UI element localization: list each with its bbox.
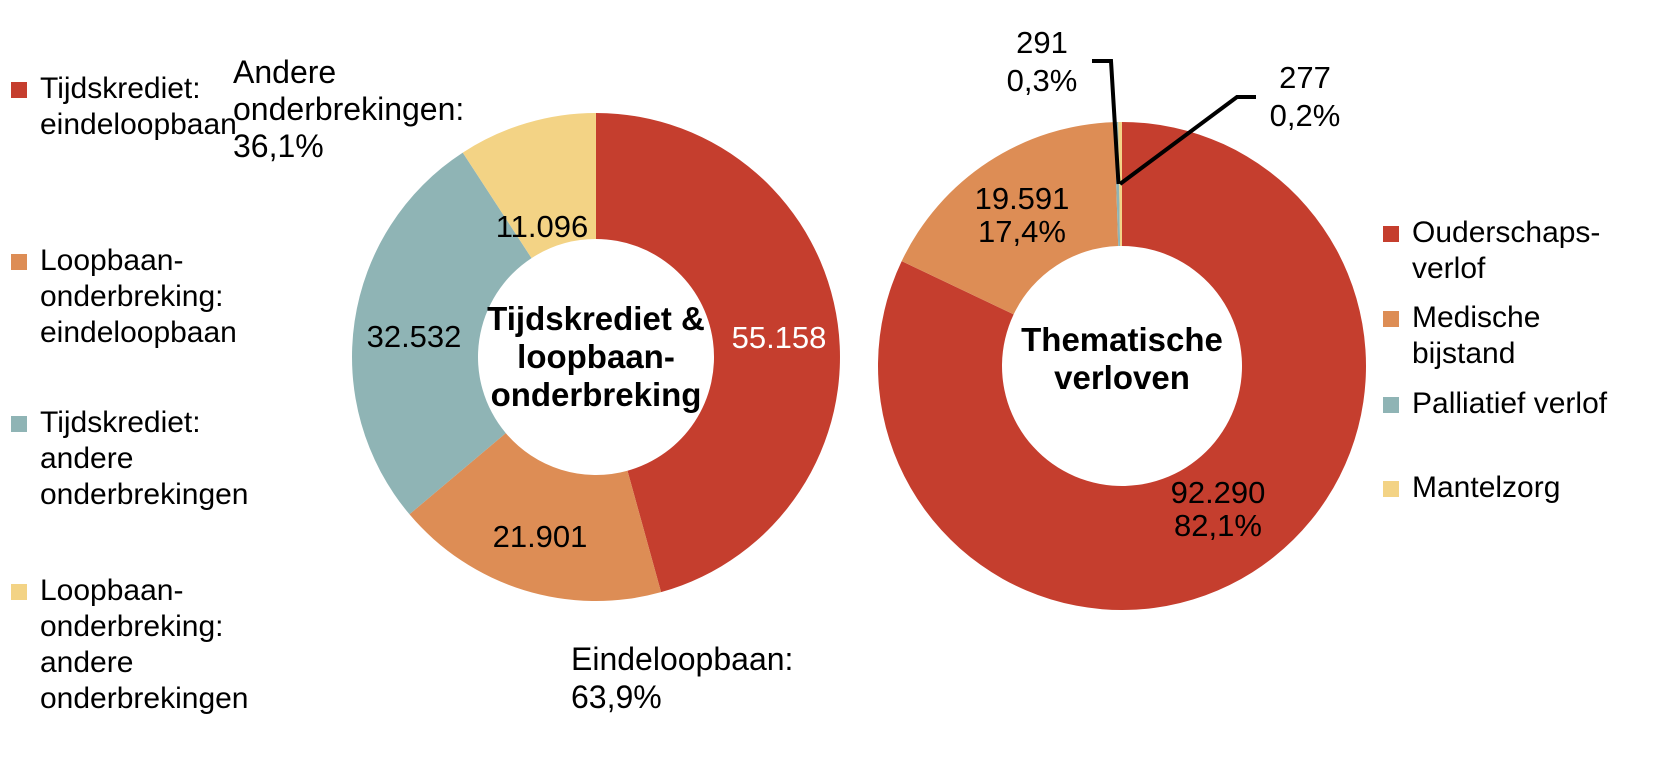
slice-value-loopbaanonderbreking-eindeloopbaan: 21.901 xyxy=(492,519,588,554)
legend-swatch-orange-icon xyxy=(1383,311,1399,327)
legend-swatch-teal-icon xyxy=(1383,397,1399,413)
legend-swatch-orange-icon xyxy=(11,254,27,270)
left-donut-center-title: Tijdskrediet & loopbaan- onderbreking xyxy=(487,300,705,413)
legend-label: Tijdskrediet: eindeloopbaan xyxy=(40,72,237,141)
legend-item-ouderschapsverlof: Ouderschaps- verlof xyxy=(1383,215,1651,287)
donut-slice-medische-bijstand xyxy=(901,122,1119,315)
donut-chart-tijdskrediet-loopbaanonderbreking xyxy=(352,113,840,601)
legend-swatch-yellow-icon xyxy=(11,584,27,600)
slice-value-tijdskrediet-andere: 32.532 xyxy=(366,319,462,354)
legend-label: Tijdskrediet: andere onderbrekingen xyxy=(40,406,249,511)
legend-label: Mantelzorg xyxy=(1412,471,1561,504)
slice-value-ouderschapsverlof: 92.290 82,1% xyxy=(1170,475,1266,543)
donut-slice-loopbaanonderbreking-andere-onderbrekingen xyxy=(462,113,596,259)
legend-swatch-yellow-icon xyxy=(1383,481,1399,497)
legend-swatch-red-icon xyxy=(1383,226,1399,242)
slice-value-tijdskrediet-eindeloopbaan: 55.158 xyxy=(731,320,827,355)
legend-item-palliatief-verlof: Palliatief verlof xyxy=(1383,386,1651,422)
callout-label-palliatief-verlof: 291 0,3% xyxy=(1006,25,1078,98)
donut-slice-ouderschapsverlof xyxy=(878,122,1366,610)
legend-label: Palliatief verlof xyxy=(1412,387,1608,420)
legend-label: Loopbaan- onderbreking: andere onderbrek… xyxy=(40,574,249,715)
donut-slice-tijdskrediet-eindeloopbaan xyxy=(596,113,840,593)
right-donut-center-title: Thematische verloven xyxy=(1021,321,1223,396)
legend-swatch-red-icon xyxy=(11,82,27,98)
legend-label: Medische bijstand xyxy=(1412,301,1541,370)
callout-label-mantelzorg: 277 0,2% xyxy=(1269,60,1341,133)
legend-item-loopbaanonderbreking-eindeloopbaan: Loopbaan- onderbreking: eindeloopbaan xyxy=(11,243,311,351)
legend-item-mantelzorg: Mantelzorg xyxy=(1383,470,1651,506)
slice-value-loopbaanonderbreking-andere: 11.096 xyxy=(495,209,589,244)
legend-item-tijdskrediet-andere: Tijdskrediet: andere onderbrekingen xyxy=(11,405,311,513)
legend-label: Loopbaan- onderbreking: eindeloopbaan xyxy=(40,244,237,349)
donut-slice-loopbaanonderbreking-eindeloopbaan xyxy=(409,433,662,601)
annotation-andere-onderbrekingen: Andere onderbrekingen: 36,1% xyxy=(233,54,465,164)
slice-value-medische-bijstand: 19.591 17,4% xyxy=(974,181,1070,249)
legend-item-tijdskrediet-eindeloopbaan: Tijdskrediet: eindeloopbaan xyxy=(11,71,311,143)
donut-slice-tijdskrediet-andere-onderbrekingen xyxy=(352,152,532,515)
legend-item-loopbaanonderbreking-andere: Loopbaan- onderbreking: andere onderbrek… xyxy=(11,573,311,717)
legend-swatch-teal-icon xyxy=(11,416,27,432)
legend-item-medische-bijstand: Medische bijstand xyxy=(1383,300,1651,372)
legend-label: Ouderschaps- verlof xyxy=(1412,216,1601,285)
annotation-eindeloopbaan: Eindeloopbaan: 63,9% xyxy=(571,641,794,715)
